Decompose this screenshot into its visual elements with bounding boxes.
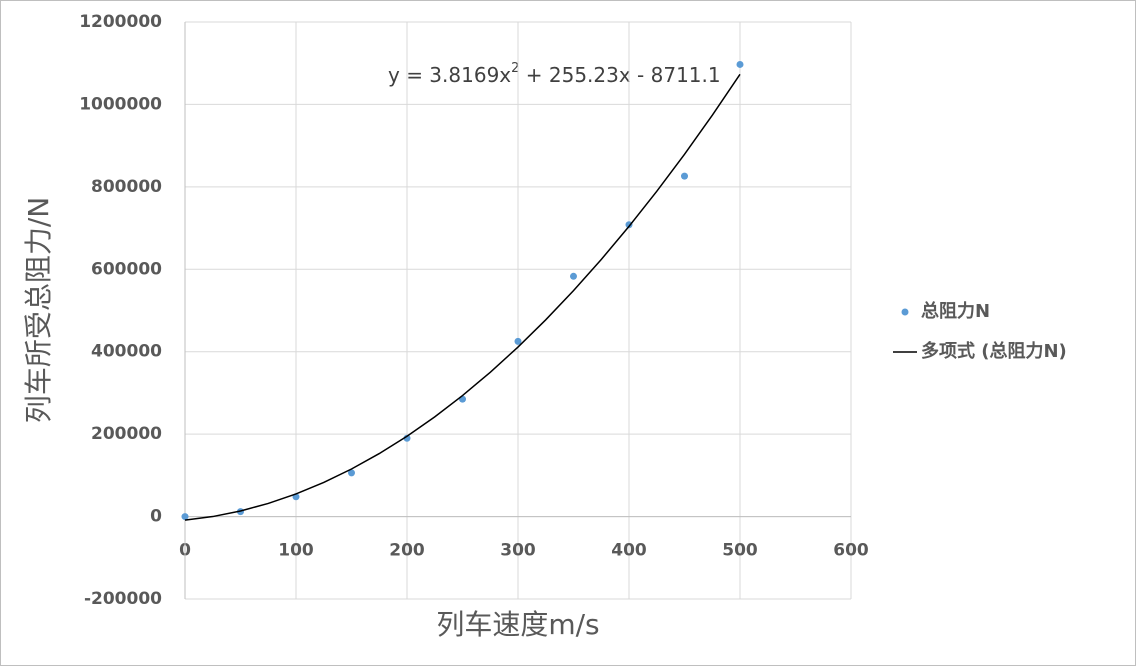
y-tick-label: 600000: [91, 259, 162, 279]
x-tick-label: 300: [500, 541, 536, 561]
x-tick-label: 500: [722, 541, 758, 561]
data-point: [570, 272, 577, 280]
y-tick-label: 400000: [91, 342, 162, 362]
x-tick-label: 200: [389, 541, 425, 561]
y-tick-label: 0: [150, 507, 162, 527]
legend-marker: [901, 308, 909, 316]
trendline: [184, 73, 741, 521]
data-point: [681, 172, 688, 180]
y-tick-label: 200000: [91, 424, 162, 444]
data-point: [736, 60, 744, 68]
y-tick-label: 1200000: [79, 12, 162, 32]
x-axis-title: 列车速度m/s: [436, 608, 599, 641]
legend-label: 多项式 (总阻力N): [921, 340, 1067, 362]
equation-rest: + 255.23x - 8711.1: [519, 63, 720, 87]
data-point: [348, 469, 355, 477]
equation-main: y = 3.8169x: [388, 63, 511, 87]
equation-sup: 2: [511, 61, 519, 76]
grid: [184, 21, 852, 600]
y-axis-title: 列车所受总阻力/N: [22, 197, 55, 423]
y-tick-label: 800000: [91, 177, 162, 197]
x-tick-label: 100: [278, 541, 314, 561]
legend-label: 总阻力N: [921, 300, 990, 322]
y-tick-label: 1000000: [79, 94, 162, 114]
data-point: [181, 513, 189, 521]
x-tick-label: 400: [611, 541, 647, 561]
data-point: [514, 337, 522, 345]
y-tick-label: -200000: [84, 589, 162, 609]
trendline-equation: y = 3.8169x2 + 255.23x - 8711.1: [388, 61, 721, 87]
x-tick-label: 600: [833, 541, 869, 561]
